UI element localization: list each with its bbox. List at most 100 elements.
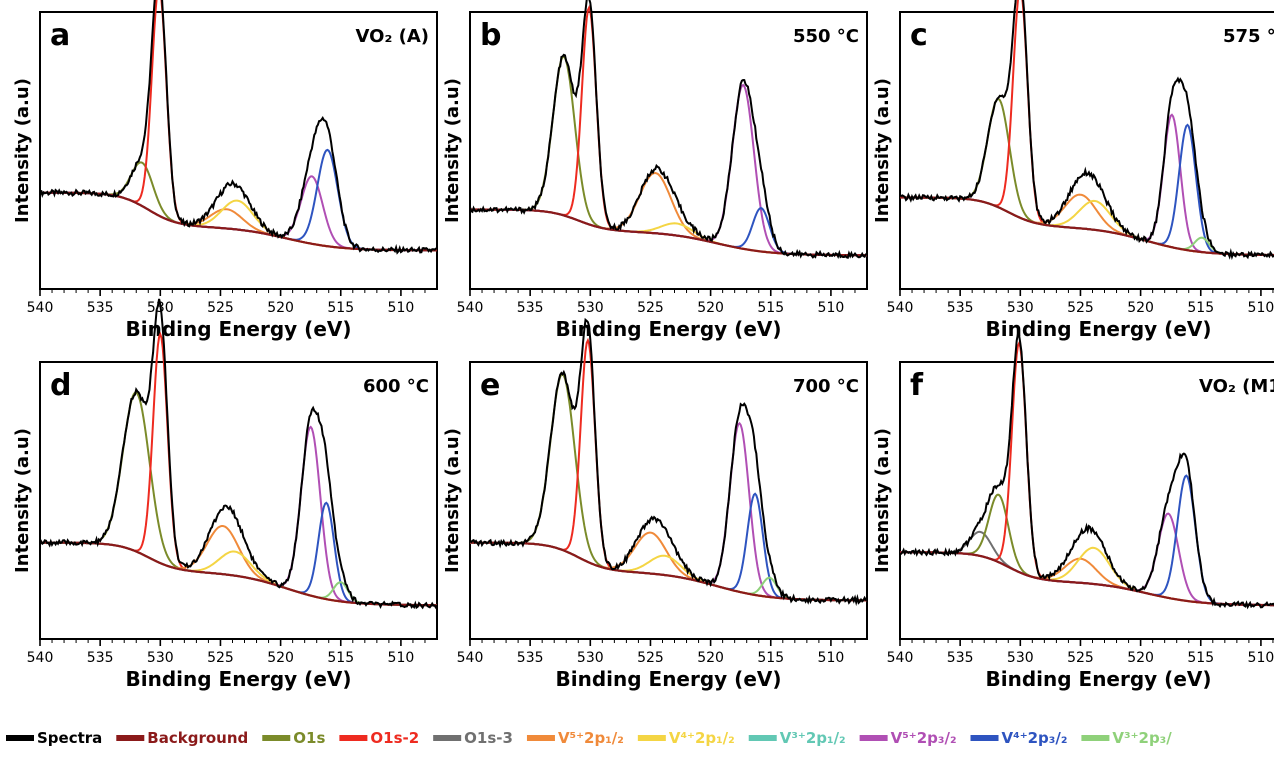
- legend-swatch: [859, 735, 888, 741]
- legend-label: V³⁺2p₃/: [1112, 729, 1172, 747]
- x-tick-label: 530: [1007, 650, 1034, 666]
- plot-frame: [469, 361, 868, 640]
- y-axis-label: Intensity (a.u): [872, 428, 893, 573]
- component-curve: [900, 113, 1274, 256]
- component-curve: [470, 207, 867, 257]
- legend-swatch: [970, 735, 999, 741]
- component-curve: [470, 541, 867, 602]
- panel-tag: 575 °C: [1223, 26, 1274, 47]
- x-tick-label: 515: [1187, 650, 1214, 666]
- spectra-curve: [469, 317, 868, 607]
- panel-tag: 700 °C: [793, 376, 859, 397]
- x-tick-label: 515: [757, 650, 784, 666]
- chart-svg-f: 540 535 530 525 520 515 510 Binding Energy (eV)…: [872, 332, 1274, 691]
- legend-label: O1s: [293, 729, 325, 747]
- component-curve: [470, 171, 867, 257]
- component-curve: [900, 551, 1274, 607]
- chart-svg-c: 540 535 530 525 520 515 510 Binding Energy (eV)…: [872, 0, 1274, 341]
- component-curve: [900, 196, 1274, 256]
- panel-a: 540 535 530 525 520 515 510 Binding Energy (eV)…: [0, 0, 438, 350]
- legend-label: O1s-3: [464, 729, 513, 747]
- spectra-curve: [469, 0, 868, 260]
- x-tick-label: 540: [457, 650, 484, 666]
- x-tick-label: 510: [818, 650, 845, 666]
- legend-swatch: [1081, 735, 1110, 741]
- x-tick-label: 515: [327, 650, 354, 666]
- x-tick-label: 510: [388, 300, 415, 316]
- component-curve: [900, 530, 1274, 607]
- x-axis-label: Binding Energy (eV): [986, 317, 1212, 341]
- component-curve: [470, 208, 867, 257]
- spectra-curve: [899, 332, 1274, 610]
- legend-label: V³⁺2p₁/₂: [780, 729, 846, 747]
- x-tick-label: 540: [27, 300, 54, 316]
- x-tick-label: 540: [457, 300, 484, 316]
- legend-swatch: [748, 735, 777, 741]
- plot-frame: [39, 11, 438, 290]
- x-tick-label: 530: [147, 650, 174, 666]
- legend-swatch: [339, 735, 368, 741]
- component-curve: [900, 123, 1274, 256]
- panel-letter: c: [910, 18, 928, 53]
- component-curve: [900, 196, 1274, 256]
- legend-swatch: [262, 735, 291, 741]
- component-curve: [900, 474, 1274, 607]
- x-tick-label: 520: [267, 650, 294, 666]
- panel-letter: d: [50, 368, 71, 403]
- panel-letter: f: [910, 368, 924, 403]
- legend: Spectra Background O1s O1s-2 O1s-3 V⁵⁺2p₁/₂ V⁴…: [0, 700, 1274, 759]
- x-tick-label: 515: [327, 300, 354, 316]
- plot-frame: [39, 361, 438, 640]
- x-tick-label: 515: [1187, 300, 1214, 316]
- x-tick-label: 540: [887, 300, 914, 316]
- x-tick-label: 520: [1127, 300, 1154, 316]
- x-tick-label: 525: [207, 300, 234, 316]
- panel-tag: 550 °C: [793, 26, 859, 47]
- x-tick-label: 520: [697, 300, 724, 316]
- background-curve: [900, 196, 1274, 257]
- x-tick-label: 525: [1067, 300, 1094, 316]
- background-curve: [470, 208, 867, 257]
- x-axis-label: Binding Energy (eV): [556, 317, 782, 341]
- legend-swatch: [526, 735, 555, 741]
- component-curve: [470, 83, 867, 257]
- x-tick-label: 535: [947, 300, 974, 316]
- chart-svg-e: 540 535 530 525 520 515 510 Binding Energy (eV)…: [442, 317, 868, 691]
- x-tick-label: 540: [27, 650, 54, 666]
- panel-f: 540 535 530 525 520 515 510 Binding Energy (eV)…: [860, 332, 1274, 700]
- x-tick-label: 510: [818, 300, 845, 316]
- legend-svg: Spectra Background O1s O1s-2 O1s-3 V⁵⁺2p₁/₂ V⁴…: [6, 729, 1172, 747]
- panel-letter: b: [480, 18, 501, 53]
- x-tick-label: 510: [1248, 650, 1274, 666]
- legend-label: V⁴⁺2p₁/₂: [669, 729, 735, 747]
- component-curve: [900, 0, 1274, 256]
- x-tick-label: 520: [1127, 650, 1154, 666]
- legend-label: O1s-2: [370, 729, 419, 747]
- component-curve: [470, 373, 867, 602]
- x-axis-label: Binding Energy (eV): [126, 667, 352, 691]
- plot-frame: [899, 11, 1274, 290]
- legend-label: V⁵⁺2p₃/₂: [891, 729, 957, 747]
- x-tick-label: 520: [267, 300, 294, 316]
- spectra-curve: [39, 298, 438, 610]
- component-curve: [470, 541, 867, 602]
- component-curve: [470, 421, 867, 602]
- panel-tag: VO₂ (A): [356, 26, 429, 47]
- spectra-curve: [899, 0, 1274, 261]
- x-tick-label: 515: [757, 300, 784, 316]
- component-curve: [40, 501, 437, 607]
- x-tick-label: 535: [87, 650, 114, 666]
- background-curve: [40, 541, 437, 607]
- x-tick-label: 525: [1067, 650, 1094, 666]
- legend-swatch: [116, 735, 145, 741]
- x-tick-label: 530: [577, 300, 604, 316]
- component-curve: [470, 492, 867, 602]
- legend-label: V⁵⁺2p₁/₂: [558, 729, 624, 747]
- x-axis-label: Binding Energy (eV): [556, 667, 782, 691]
- background-curve: [470, 541, 867, 602]
- chart-svg-b: 540 535 530 525 520 515 510 Binding Energy (eV)…: [442, 0, 868, 341]
- x-tick-label: 540: [887, 650, 914, 666]
- x-tick-label: 520: [697, 650, 724, 666]
- y-axis-label: Intensity (a.u): [442, 78, 463, 223]
- x-tick-label: 510: [388, 650, 415, 666]
